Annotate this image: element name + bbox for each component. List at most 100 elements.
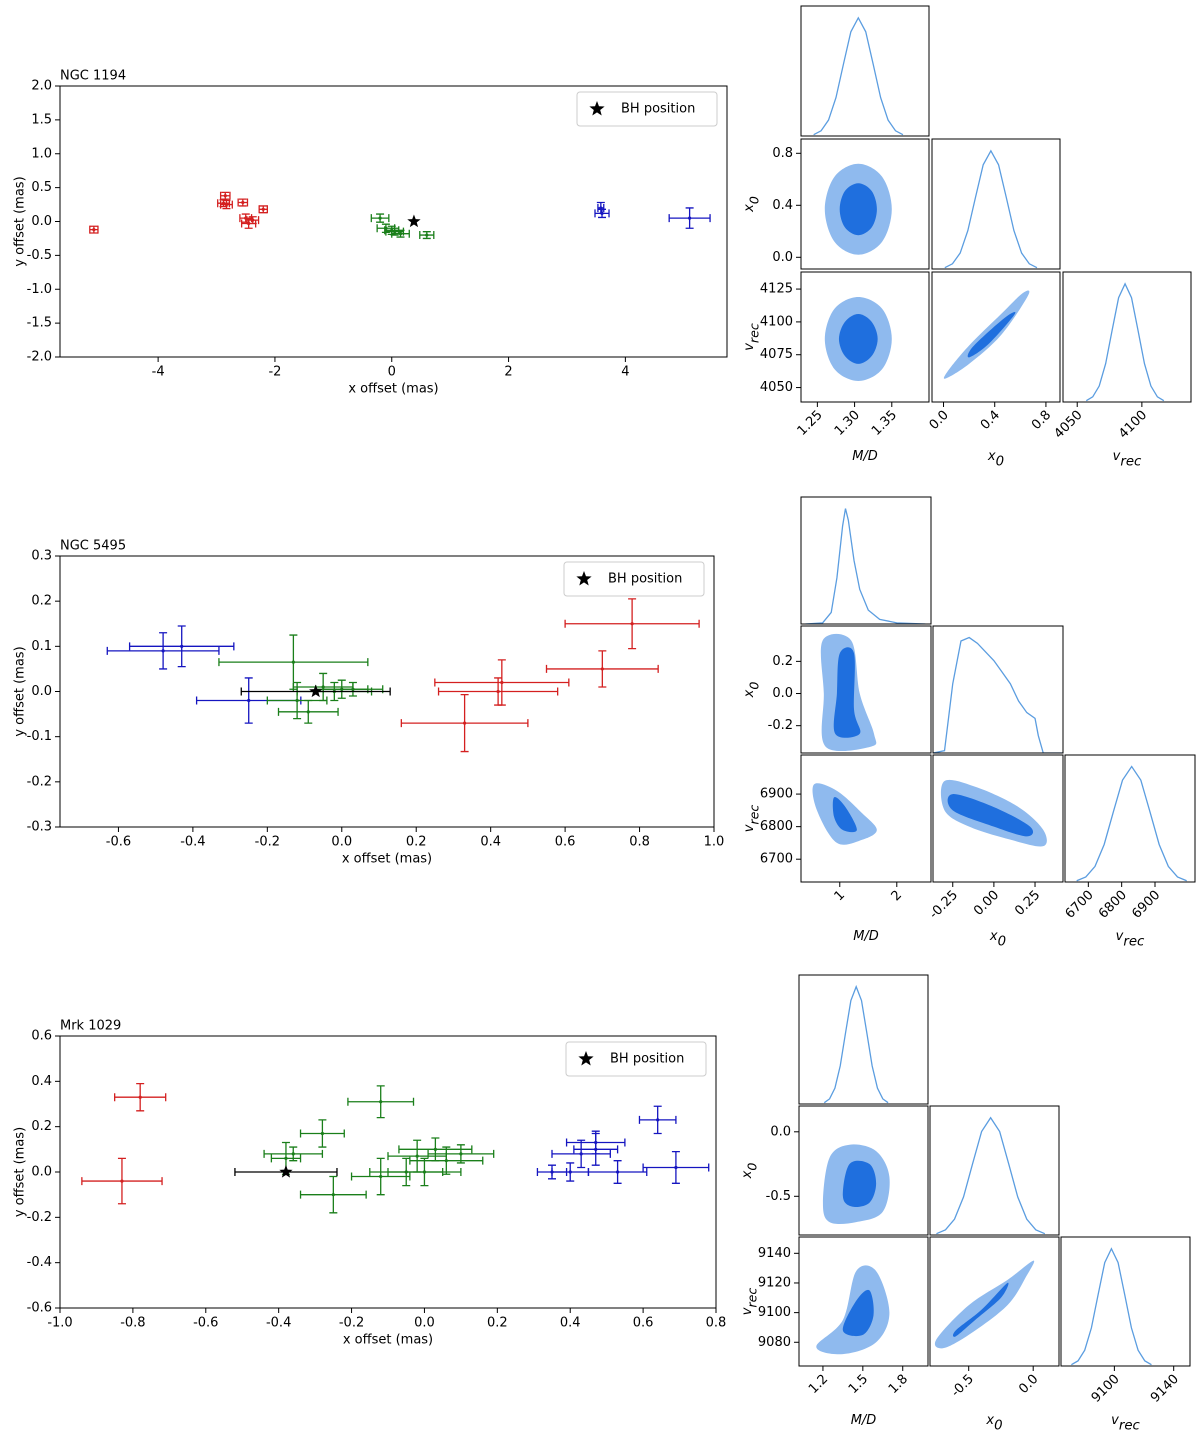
point (138, 1095, 142, 1099)
x-tick-label: 6900 (1129, 888, 1163, 922)
panel-frame (800, 754, 932, 883)
contour (967, 311, 1016, 358)
axis-label-main: v (1111, 1413, 1119, 1428)
y-tick-label: -0.2 (27, 1210, 52, 1225)
axis-label-sub: 0 (744, 1163, 759, 1171)
x-tick-label: 0.8 (1029, 408, 1054, 433)
panel-2d (934, 1260, 1035, 1349)
axis-label-sub: rec (1123, 935, 1145, 950)
axis-label-sub: 0 (996, 455, 1004, 470)
y-tick-label: 0.6 (31, 1029, 52, 1044)
y-tick-label: 9140 (758, 1246, 791, 1261)
point (425, 233, 429, 237)
x-tick-label: 0.4 (560, 1316, 581, 1331)
y-tick-label: 0.0 (770, 1124, 791, 1139)
y-tick-label: 0.5 (31, 180, 52, 195)
x-tick-label: 0.00 (971, 888, 1002, 919)
axis-label-sub: 0 (746, 196, 761, 204)
axes-frame (59, 85, 728, 358)
y-tick-label: 0.0 (31, 214, 52, 229)
y-tick-label: 0.1 (31, 639, 52, 654)
legend-box (565, 1041, 707, 1077)
x-tick-label: 0.4 (480, 835, 501, 850)
point (568, 1170, 572, 1174)
point (180, 644, 184, 648)
point (291, 1152, 295, 1156)
panel-2d (940, 779, 1047, 847)
marginal-curve (1085, 282, 1165, 402)
point (600, 667, 604, 671)
axis-label-main: v (742, 824, 757, 832)
legend-box (576, 91, 718, 127)
point (320, 1131, 324, 1136)
axis-label: M/D (851, 1413, 877, 1428)
axis-label-main: x (742, 204, 757, 213)
axis-label: x0 (740, 1163, 759, 1180)
bh-marker (407, 214, 421, 228)
panel-frame (932, 625, 1064, 754)
marginal-curve (813, 16, 904, 136)
x-tick-label: 6800 (1096, 888, 1130, 922)
y-tick-label: -2.0 (27, 350, 52, 365)
marginal-curve (1076, 765, 1187, 882)
x-tick-label: -0.2 (339, 1316, 364, 1331)
y-tick-label: -0.2 (27, 774, 52, 789)
y-tick-label: 4075 (760, 347, 793, 362)
marginal-curve (823, 984, 889, 1104)
y-tick-label: 6800 (760, 819, 793, 834)
y-tick-label: 2.0 (31, 79, 52, 94)
y-tick-label: -0.5 (766, 1189, 791, 1204)
y-tick-label: 0.0 (31, 684, 52, 699)
y-tick-label: -0.2 (768, 718, 793, 733)
axis-label: x0 (985, 1413, 1002, 1434)
y-tick-label: -1.5 (27, 316, 52, 331)
panel-frame (798, 1236, 929, 1367)
y-tick-label: 9100 (758, 1305, 791, 1320)
y-tick-label: 0.8 (772, 146, 793, 161)
panel-frame (932, 754, 1064, 883)
contour (839, 183, 877, 236)
axis-label-sub: 0 (998, 935, 1006, 950)
x-tick-label: 0 (388, 365, 396, 380)
y-tick-label: 0.2 (31, 1119, 52, 1134)
x-tick-label: 1.8 (886, 1372, 911, 1397)
point (306, 710, 310, 714)
y-axis-label: y offset (mas) (13, 646, 28, 736)
axis-label-sub: rec (1120, 455, 1142, 470)
point (331, 1193, 335, 1197)
marginal-curve (936, 1116, 1046, 1235)
point (295, 698, 299, 703)
y-tick-label: 6700 (760, 852, 793, 867)
x-tick-label: -0.4 (180, 835, 205, 850)
y-tick-label: 0.2 (31, 594, 52, 609)
panel-1d (1071, 1247, 1152, 1366)
point (247, 221, 251, 226)
y-axis-label: y offset (mas) (13, 176, 28, 266)
axis-label: vrec (742, 323, 761, 351)
point (630, 622, 634, 626)
point (393, 230, 397, 234)
x-tick-label: 9100 (1089, 1372, 1123, 1406)
y-tick-label: 6900 (760, 787, 793, 802)
point (594, 1140, 598, 1145)
y-tick-label: 0.0 (31, 1165, 52, 1180)
x-tick-label: -0.6 (193, 1316, 218, 1331)
point (688, 216, 692, 220)
axis-label-main: x (740, 1170, 755, 1179)
x-tick-label: -0.4 (266, 1316, 291, 1331)
marginal-curve (944, 149, 1038, 269)
contour (832, 797, 857, 833)
x-tick-label: -0.8 (120, 1316, 145, 1331)
plot-area (81, 1082, 710, 1214)
panel-frame (1060, 1236, 1191, 1367)
axes-frame (59, 555, 715, 828)
x-tick-label: -0.2 (255, 835, 280, 850)
panel-frame (800, 138, 930, 270)
axis-label: x0 (742, 196, 761, 213)
panel-frame (929, 1236, 1060, 1367)
x-axis-label: x offset (mas) (343, 1333, 433, 1348)
point (600, 211, 604, 215)
y-tick-label: 0.4 (31, 1074, 52, 1089)
